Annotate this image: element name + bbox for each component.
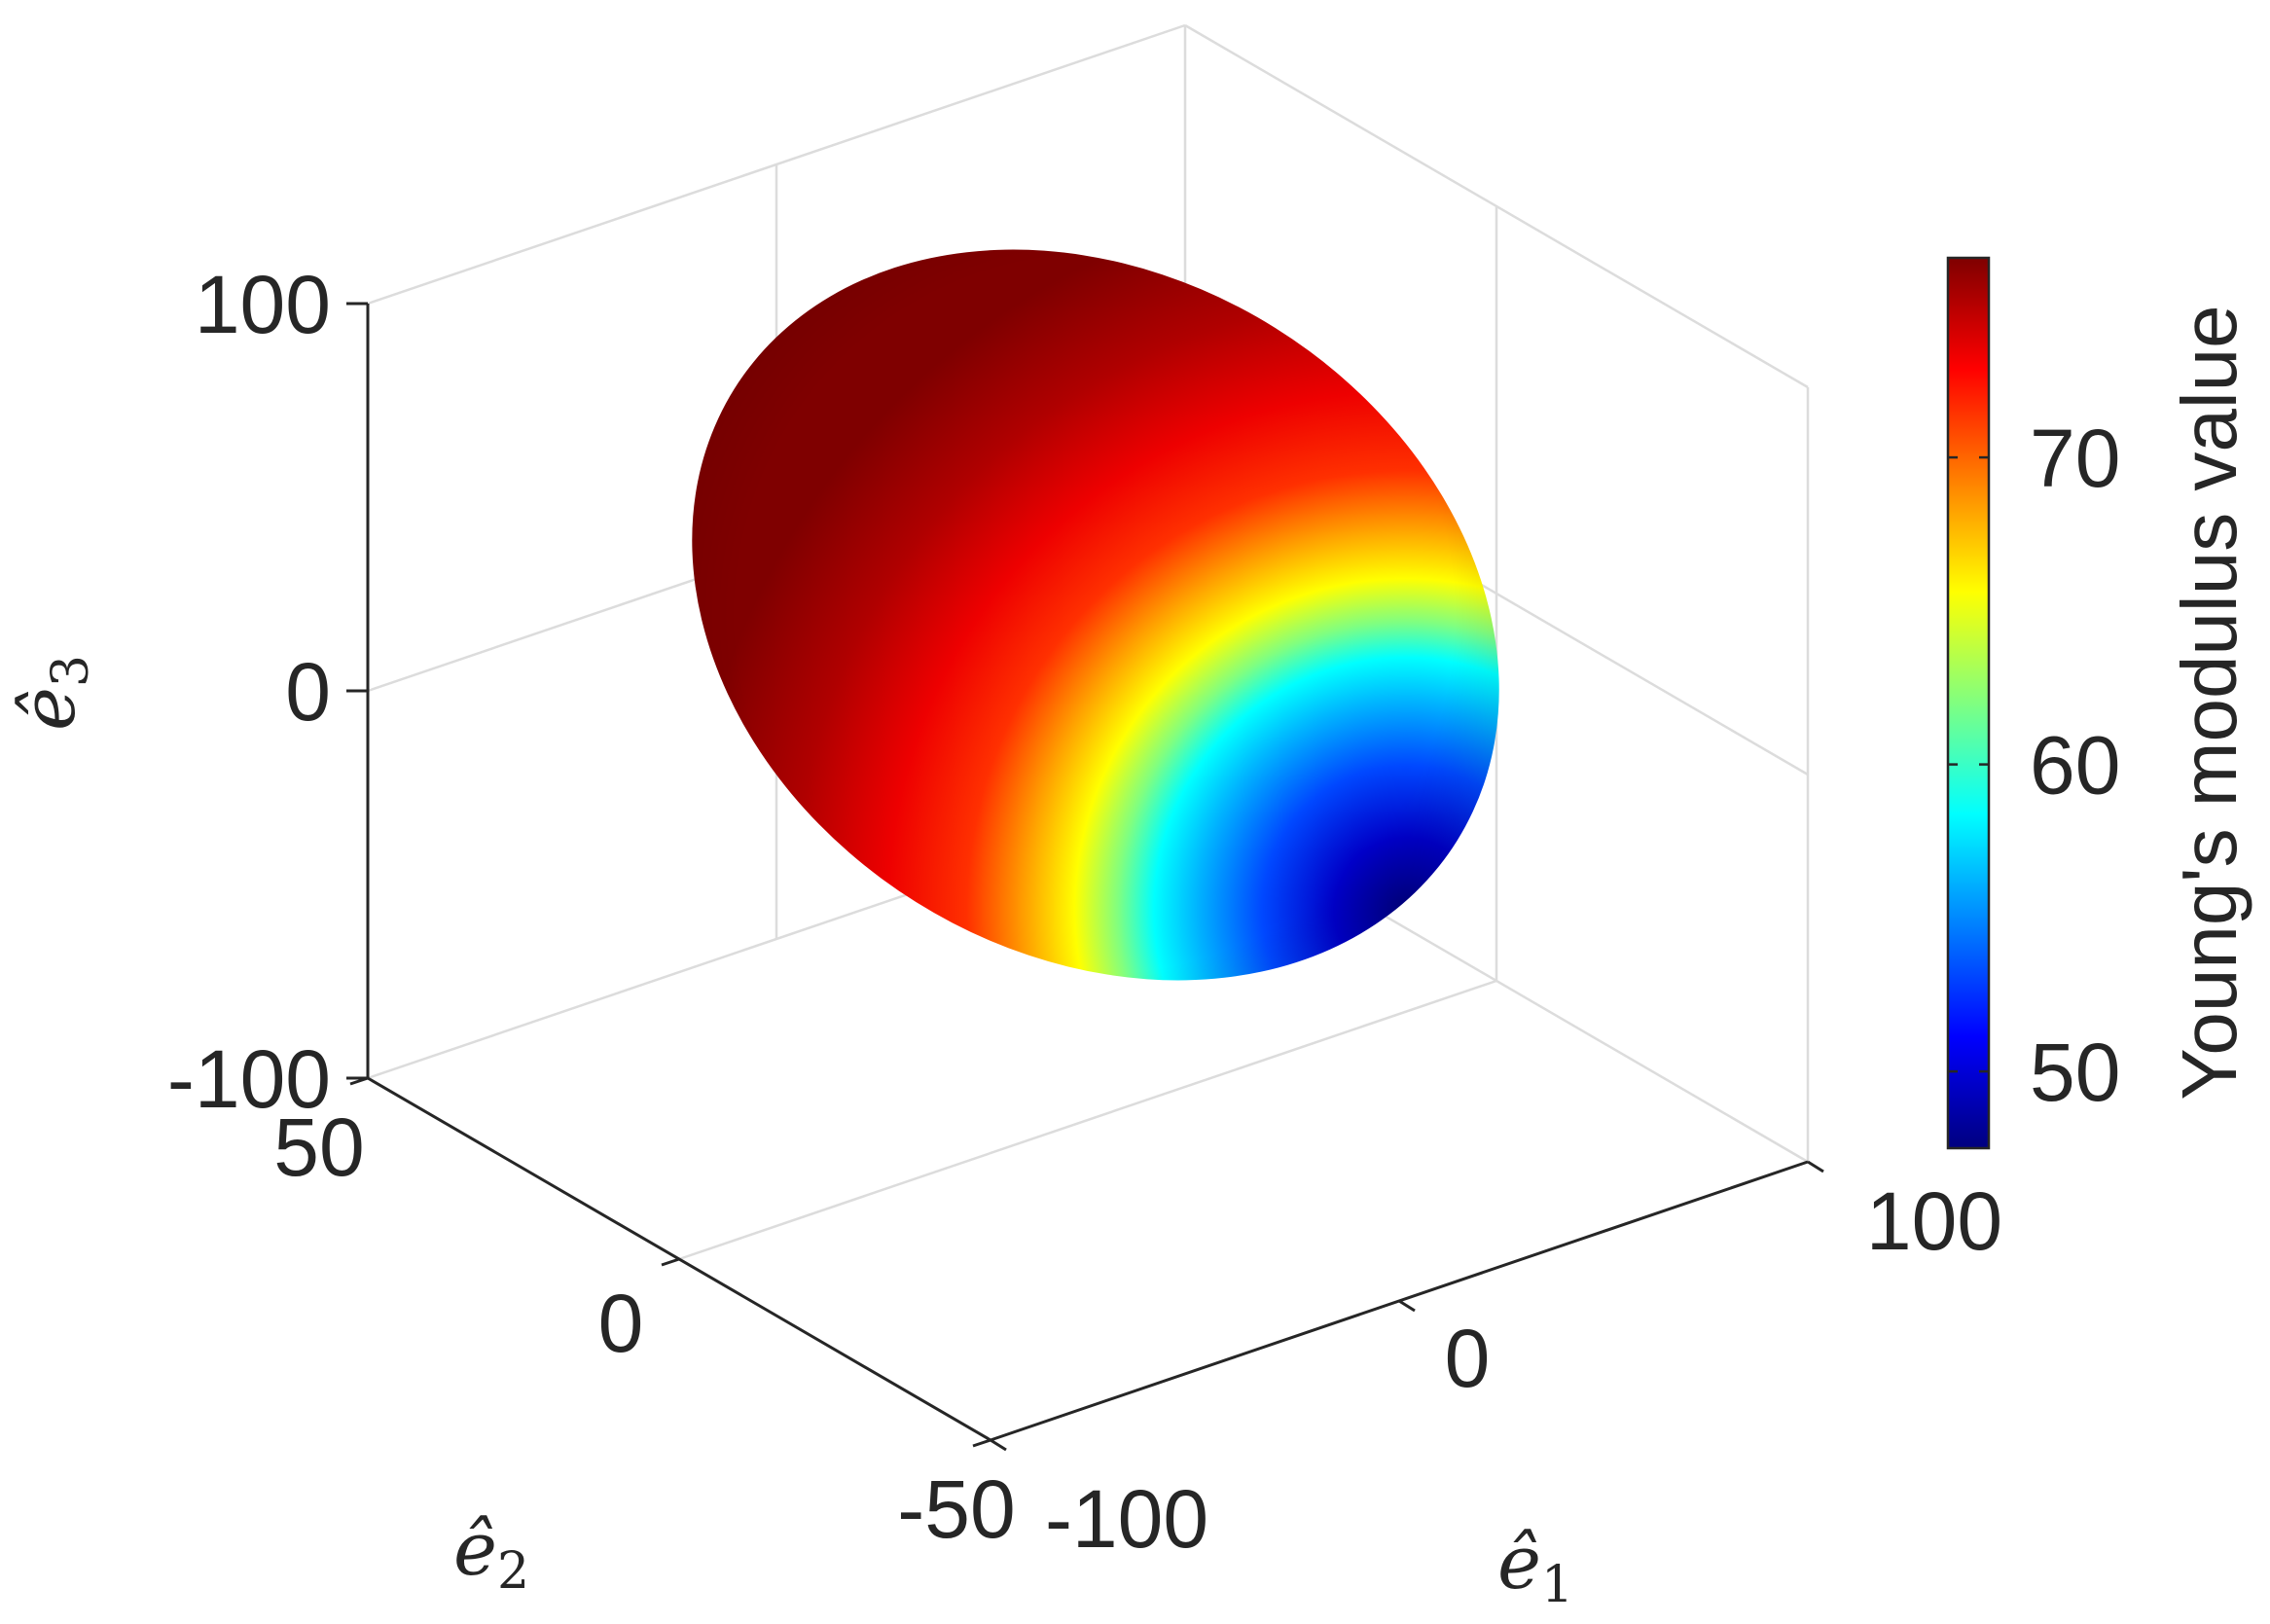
colorbar-tick-label: 50: [2030, 1027, 2120, 1118]
colorbar-ticks: 50 60 70: [1948, 413, 2120, 1118]
x-tick-label: 100: [1866, 1175, 2002, 1267]
x-tick-label: 0: [1445, 1313, 1491, 1404]
y-axis-label: ê2: [453, 1505, 529, 1601]
z-tick-label: -100: [167, 1033, 331, 1125]
x-tick-label: -100: [1045, 1473, 1208, 1565]
y-axis-ticks: -50 0 50: [273, 1076, 1016, 1555]
z-axis-ticks: -100 0 100: [167, 259, 368, 1125]
colorbar-tick-label: 60: [2030, 720, 2120, 812]
z-tick-label: 0: [285, 646, 331, 738]
colorbar-title: Young's modulus value: [2166, 305, 2252, 1100]
z-tick-label: 100: [195, 259, 331, 350]
ellipsoid-surface: [584, 243, 1615, 1100]
x-tick-mark: [1807, 1160, 1824, 1173]
x-axis-label: ê1: [1497, 1519, 1573, 1614]
x-axis-ticks: -100 0 100: [990, 1160, 2002, 1565]
y-tick-label: 0: [598, 1278, 644, 1369]
y-tick-mark: [661, 1257, 680, 1267]
y-tick-mark: [972, 1438, 991, 1448]
colorbar: 50 60 70 Young's modulus value: [1946, 256, 2252, 1150]
y-tick-mark: [349, 1076, 369, 1086]
z-axis-label: ê3: [5, 655, 100, 731]
colorbar-tick-label: 70: [2030, 413, 2120, 504]
y-tick-label: -50: [897, 1463, 1015, 1555]
x-tick-mark: [1398, 1299, 1416, 1313]
colorbar-rect: [1946, 256, 1991, 1150]
y-tick-label: 50: [273, 1101, 364, 1193]
x-tick-mark: [990, 1438, 1007, 1452]
